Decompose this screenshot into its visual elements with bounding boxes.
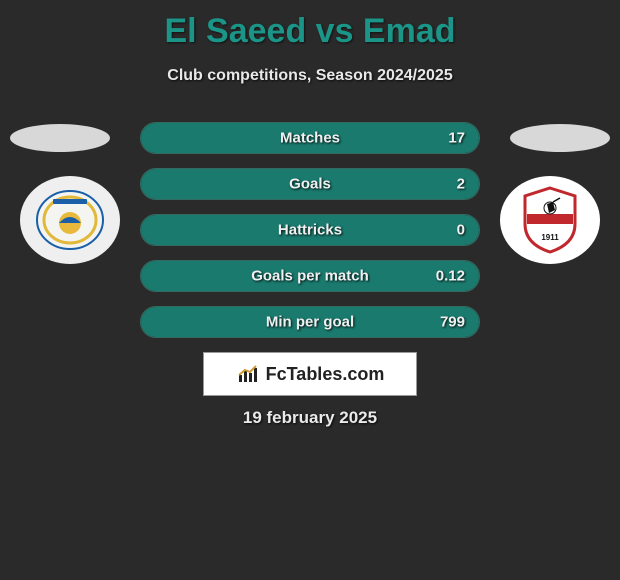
date-text: 19 february 2025 <box>0 408 620 428</box>
crest-right: 1911 <box>500 176 600 264</box>
bar-chart-icon <box>236 363 262 385</box>
stats-panel: Matches 17 Goals 2 Hattricks 0 Goals per… <box>140 122 480 352</box>
subtitle: Club competitions, Season 2024/2025 <box>0 67 620 85</box>
stat-label: Min per goal <box>141 314 479 331</box>
player-right-avatar-placeholder <box>510 124 610 152</box>
stat-label: Goals <box>141 176 479 193</box>
stat-value-right: 799 <box>440 314 465 331</box>
player-left-avatar-placeholder <box>10 124 110 152</box>
page-title: El Saeed vs Emad <box>0 0 620 51</box>
stat-row-goals-per-match: Goals per match 0.12 <box>140 260 480 292</box>
stat-value-right: 0.12 <box>436 268 465 285</box>
stat-value-right: 2 <box>457 176 465 193</box>
stat-value-right: 17 <box>448 130 465 147</box>
svg-text:1911: 1911 <box>541 233 559 242</box>
branding-text: FcTables.com <box>266 364 385 385</box>
stat-row-min-per-goal: Min per goal 799 <box>140 306 480 338</box>
stat-label: Matches <box>141 130 479 147</box>
stat-row-goals: Goals 2 <box>140 168 480 200</box>
ismaily-crest-icon <box>20 176 120 264</box>
stat-row-hattricks: Hattricks 0 <box>140 214 480 246</box>
stat-label: Hattricks <box>141 222 479 239</box>
stat-row-matches: Matches 17 <box>140 122 480 154</box>
branding-box[interactable]: FcTables.com <box>203 352 417 396</box>
stat-label: Goals per match <box>141 268 479 285</box>
zamalek-crest-icon: 1911 <box>500 176 600 264</box>
stat-value-right: 0 <box>457 222 465 239</box>
crest-left <box>20 176 120 264</box>
